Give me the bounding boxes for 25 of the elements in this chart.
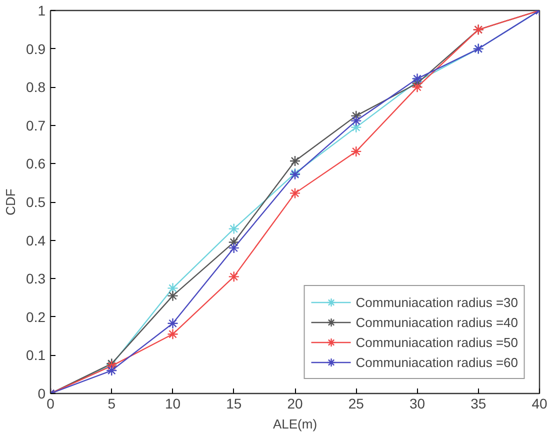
x-axis-title: ALE(m) bbox=[272, 416, 318, 432]
y-tick-label: 0.4 bbox=[26, 232, 46, 248]
legend-label: Communiacation radius =60 bbox=[356, 354, 518, 370]
y-tick-label: 1 bbox=[38, 2, 46, 18]
y-tick-label: 0.7 bbox=[26, 117, 46, 134]
legend-label: Communiacation radius =30 bbox=[356, 294, 518, 310]
y-axis-title: CDF bbox=[3, 188, 18, 216]
y-tick-label: 0.6 bbox=[26, 156, 46, 172]
x-tick-label: 25 bbox=[348, 396, 364, 412]
y-tick-label: 0.2 bbox=[26, 308, 46, 325]
y-tick-label: 0.5 bbox=[26, 194, 46, 210]
legend-label: Communiacation radius =40 bbox=[356, 314, 518, 330]
x-tick-label: 5 bbox=[108, 396, 116, 412]
x-tick-label: 15 bbox=[226, 396, 242, 412]
x-tick-label: 20 bbox=[287, 396, 303, 412]
y-tick-label: 0.1 bbox=[26, 347, 46, 364]
x-tick-label: 10 bbox=[164, 396, 181, 412]
x-tick-label: 30 bbox=[409, 396, 426, 412]
y-tick-label: 0 bbox=[38, 386, 46, 402]
x-tick-label: 35 bbox=[470, 396, 486, 412]
legend-label: Communiacation radius =50 bbox=[356, 334, 518, 350]
x-tick-label: 40 bbox=[532, 396, 548, 412]
y-tick-label: 0.8 bbox=[26, 79, 46, 96]
y-tick-label: 0.9 bbox=[26, 40, 46, 57]
y-tick-label: 0.3 bbox=[26, 270, 46, 287]
